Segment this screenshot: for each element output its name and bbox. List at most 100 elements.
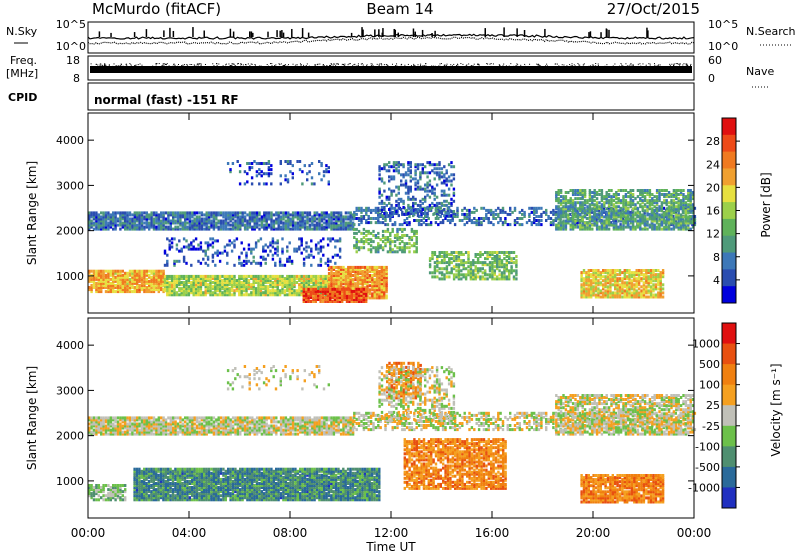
heatmap-cell (581, 189, 584, 192)
heatmap-cell (682, 207, 685, 211)
heatmap-cell (163, 289, 167, 293)
heatmap-cell (349, 213, 352, 217)
heatmap-cell (393, 236, 397, 239)
heatmap-cell (619, 208, 622, 212)
heatmap-cell (375, 274, 379, 277)
nave-dot (676, 63, 678, 65)
heatmap-cell (386, 250, 390, 254)
heatmap-cell (600, 213, 604, 217)
heatmap-cell (586, 207, 589, 211)
heatmap-cell (259, 291, 263, 295)
heatmap-cell (339, 227, 343, 231)
heatmap-cell (204, 293, 207, 297)
heatmap-cell (404, 183, 408, 187)
heatmap-cell (687, 195, 690, 199)
heatmap-cell (136, 227, 139, 231)
heatmap-cell (607, 223, 611, 227)
heatmap-cell (92, 269, 96, 273)
heatmap-cell (114, 217, 117, 221)
heatmap-cell (533, 206, 536, 210)
heatmap-cell (191, 221, 194, 225)
heatmap-cell (646, 191, 649, 194)
heatmap-cell (233, 285, 236, 289)
heatmap-cell (670, 209, 673, 213)
heatmap-cell (290, 274, 294, 278)
heatmap-cell (641, 193, 644, 196)
heatmap-cell (321, 298, 325, 301)
heatmap-cell (233, 274, 236, 278)
heatmap-cell (493, 259, 496, 263)
heatmap-cell (648, 201, 652, 205)
heatmap-cell (170, 287, 174, 291)
heatmap-cell (380, 270, 383, 273)
heatmap-cell (148, 215, 151, 219)
nave-dot (400, 64, 402, 66)
heatmap-cell (305, 293, 308, 297)
heatmap-cell (119, 219, 122, 223)
heatmap-cell (643, 209, 647, 213)
heatmap-cell (253, 225, 256, 229)
heatmap-cell (619, 225, 623, 229)
heatmap-cell (121, 279, 124, 283)
nave-dot (656, 65, 658, 67)
heatmap-cell (381, 236, 385, 239)
heatmap-cell (508, 271, 511, 275)
heatmap-cell (254, 274, 258, 278)
heatmap-cell (665, 207, 668, 211)
heatmap-cell (569, 225, 572, 229)
heatmap-cell (684, 217, 688, 221)
heatmap-cell (663, 195, 666, 199)
heatmap-cell (281, 274, 284, 278)
heatmap-cell (390, 212, 393, 215)
heatmap-cell (605, 191, 608, 194)
heatmap-cell (265, 225, 268, 229)
heatmap-cell (639, 225, 642, 229)
nave-dot (126, 64, 128, 66)
heatmap-cell (104, 219, 108, 223)
heatmap-cell (436, 255, 439, 258)
heatmap-cell (337, 219, 340, 223)
heatmap-cell (600, 215, 604, 219)
heatmap-cell (491, 257, 494, 261)
heatmap-cell (408, 246, 411, 250)
heatmap-cell (95, 277, 98, 281)
nave-dot (279, 64, 281, 66)
heatmap-cell (355, 206, 358, 210)
heatmap-cell (424, 214, 427, 218)
heatmap-cell (152, 269, 156, 273)
heatmap-cell (410, 238, 414, 242)
heatmap-cell (257, 283, 260, 287)
heatmap-cell (426, 181, 429, 185)
heatmap-cell (672, 225, 676, 229)
heatmap-cell (457, 255, 461, 258)
heatmap-cell (503, 273, 506, 277)
heatmap-cell (586, 225, 589, 229)
heatmap-cell (321, 296, 325, 299)
heatmap-cell (318, 223, 321, 227)
heatmap-cell (191, 215, 194, 219)
heatmap-cell (417, 223, 421, 227)
heatmap-cell (276, 277, 279, 280)
nave-dot (216, 64, 218, 66)
heatmap-cell (283, 281, 287, 284)
heatmap-cell (667, 221, 671, 225)
heatmap-cell (224, 213, 228, 217)
heatmap-cell (593, 213, 596, 217)
nave-dot (619, 65, 621, 67)
heatmap-cell (322, 283, 325, 287)
heatmap-cell (107, 271, 110, 275)
heatmap-cell (564, 207, 568, 211)
heatmap-cell (162, 227, 165, 231)
heatmap-cell (496, 277, 499, 281)
heatmap-cell (646, 227, 649, 231)
heatmap-cell (296, 211, 300, 215)
heatmap-cell (380, 214, 384, 218)
heatmap-cell (424, 165, 427, 169)
heatmap-cell (176, 225, 180, 229)
heatmap-cell (600, 209, 604, 213)
heatmap-cell (170, 283, 174, 287)
heatmap-cell (378, 167, 381, 171)
nave-dot (589, 65, 591, 67)
heatmap-cell (353, 293, 356, 297)
heatmap-cell (360, 238, 363, 242)
